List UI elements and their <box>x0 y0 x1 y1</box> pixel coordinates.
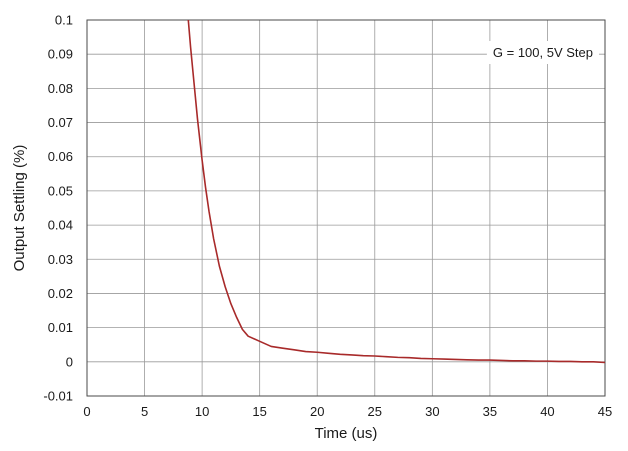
x-tick-label: 40 <box>540 404 554 419</box>
x-tick-label: 0 <box>83 404 90 419</box>
y-tick-label: 0.03 <box>48 252 73 267</box>
gridlines <box>87 20 605 396</box>
y-tick-label: 0.07 <box>48 115 73 130</box>
x-tick-label: 5 <box>141 404 148 419</box>
legend-annotation: G = 100, 5V Step <box>493 45 593 60</box>
legend: G = 100, 5V Step <box>486 41 599 64</box>
y-axis-label: Output Settling (%) <box>11 145 28 272</box>
y-tick-label: 0.01 <box>48 320 73 335</box>
x-tick-label: 25 <box>368 404 382 419</box>
y-tick-label: 0.05 <box>48 183 73 198</box>
y-tick-label: 0.04 <box>48 218 73 233</box>
plot-frame <box>86 19 606 397</box>
legend-background <box>486 41 599 64</box>
y-tick-label: 0.09 <box>48 47 73 62</box>
y-tick-label: 0.08 <box>48 81 73 96</box>
tick-labels: 0 5 10 15 20 25 30 35 40 45 -0.01 0 0.01 0.02 0.03 0.04… <box>43 13 612 420</box>
x-tick-label: 15 <box>252 404 266 419</box>
x-tick-label: 45 <box>598 404 612 419</box>
x-tick-label: 10 <box>195 404 209 419</box>
x-tick-label: 30 <box>425 404 439 419</box>
x-tick-label: 35 <box>483 404 497 419</box>
x-axis-label: Time (us) <box>315 425 378 442</box>
y-tick-label: -0.01 <box>43 389 73 404</box>
y-tick-label: 0.1 <box>55 13 73 28</box>
y-tick-label: 0.02 <box>48 286 73 301</box>
y-tick-label: 0 <box>66 354 73 369</box>
x-tick-label: 20 <box>310 404 324 419</box>
series-layer <box>187 20 605 364</box>
series-line-0 <box>187 20 605 364</box>
y-tick-label: 0.06 <box>48 149 73 164</box>
